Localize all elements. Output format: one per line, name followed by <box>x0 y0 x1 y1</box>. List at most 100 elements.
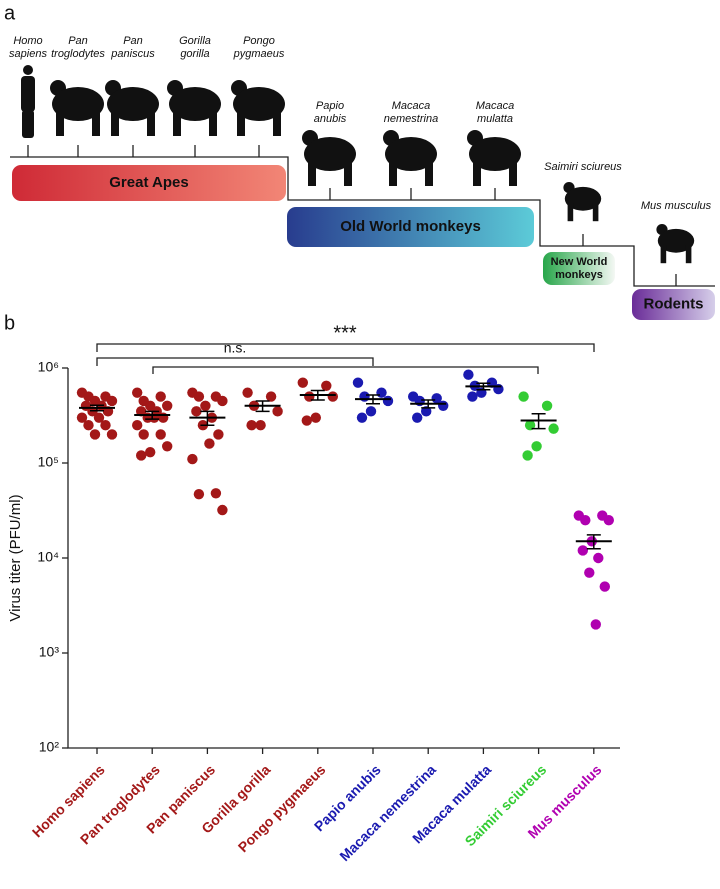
silhouette <box>50 80 104 136</box>
data-point <box>548 423 559 434</box>
data-point <box>217 504 228 516</box>
data-point <box>297 377 308 388</box>
data-point <box>193 488 205 500</box>
species-label: Pan <box>123 35 143 47</box>
data-point <box>106 395 118 407</box>
data-point <box>246 419 257 431</box>
error-bar <box>200 410 215 426</box>
data-point <box>524 419 536 431</box>
data-point <box>187 453 198 465</box>
panel-label: b <box>4 312 15 334</box>
species-label: Macaca <box>476 100 515 112</box>
body <box>304 137 356 171</box>
body <box>385 137 437 171</box>
silhouette <box>167 80 221 136</box>
species-label: Mus musculus <box>641 200 712 212</box>
error-bar <box>255 400 270 413</box>
group-label: Old World monkeys <box>340 218 481 235</box>
legs <box>344 160 352 186</box>
data-point <box>162 441 173 452</box>
significance: *** <box>333 322 357 344</box>
legs <box>567 203 574 222</box>
data-point <box>210 488 222 499</box>
species-label: anubis <box>314 113 347 125</box>
legs <box>111 110 119 136</box>
body <box>21 76 35 112</box>
data-point <box>155 429 166 440</box>
data-point <box>136 450 147 461</box>
legs <box>273 110 281 136</box>
data-point <box>541 400 553 412</box>
data-point <box>242 387 253 398</box>
data-point <box>132 419 143 431</box>
data-point <box>599 581 610 592</box>
species-label: Papio <box>316 100 344 112</box>
legs <box>56 110 64 136</box>
data-point <box>100 419 111 431</box>
error-bar <box>145 410 160 420</box>
error-bar <box>531 412 546 430</box>
error-bar <box>476 382 491 391</box>
data-point <box>213 429 224 440</box>
x-tick-label: Macaca nemestrina <box>336 761 439 864</box>
y-tick-label: 10⁵ <box>38 454 59 470</box>
data-point <box>193 391 205 402</box>
data-point <box>321 380 332 391</box>
data-point <box>155 391 166 402</box>
y-tick-label: 10⁴ <box>37 549 59 565</box>
data-point <box>301 415 312 426</box>
data-point <box>83 419 94 431</box>
head <box>23 65 33 75</box>
error-bar <box>310 389 325 401</box>
data-point <box>584 567 595 578</box>
body <box>657 228 695 253</box>
legs <box>308 160 316 186</box>
data-point <box>200 400 211 412</box>
species-label: Pongo <box>243 35 275 47</box>
bracket <box>96 357 374 366</box>
silhouette <box>302 130 356 186</box>
tree <box>10 156 715 287</box>
legs <box>592 203 599 222</box>
data-point <box>204 438 215 449</box>
group-label: monkeys <box>555 269 603 281</box>
body <box>564 186 602 211</box>
group-label: Rodents <box>644 295 704 312</box>
data-point <box>412 412 423 423</box>
data-point <box>365 406 377 417</box>
error-bar <box>586 534 601 550</box>
data-point <box>431 393 442 404</box>
data-point <box>359 391 370 402</box>
species-label: Gorilla <box>179 35 211 47</box>
legs <box>237 110 245 136</box>
y-tick-label: 10⁶ <box>38 359 59 375</box>
species-label: Saimiri sciureus <box>544 161 622 173</box>
error-bar <box>421 399 436 409</box>
data-point <box>356 412 368 423</box>
data-point <box>132 387 143 398</box>
panel-label: a <box>4 2 16 24</box>
legs <box>660 245 667 264</box>
data-point <box>265 391 277 402</box>
species-label: Macaca <box>392 100 431 112</box>
legs <box>92 110 100 136</box>
data-point <box>590 619 601 630</box>
silhouette <box>383 130 437 186</box>
species-label: paniscus <box>110 48 155 60</box>
group-bar <box>543 252 615 285</box>
silhouette <box>656 224 695 264</box>
legs <box>425 160 433 186</box>
data-point <box>376 387 387 398</box>
data-point <box>593 552 604 564</box>
silhouette <box>105 80 159 136</box>
data-point <box>76 412 88 423</box>
data-point <box>518 391 529 402</box>
group-bar <box>12 165 286 201</box>
species-label: troglodytes <box>51 48 105 60</box>
species-label: pygmaeus <box>233 48 285 60</box>
y-axis-label: Virus titer (PFU/ml) <box>7 494 24 621</box>
data-point <box>136 406 147 417</box>
axis <box>67 368 620 749</box>
legs <box>147 110 155 136</box>
y-tick-label: 10² <box>39 739 60 755</box>
